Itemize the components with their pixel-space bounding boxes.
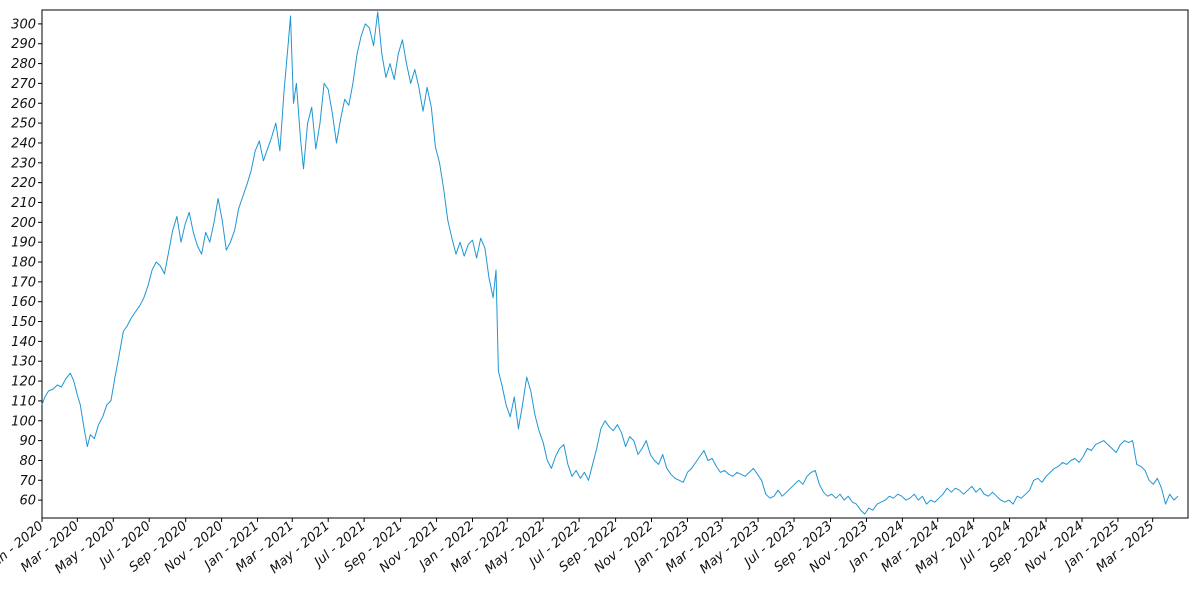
y-tick-label: 210 (11, 196, 36, 211)
y-tick-label: 220 (11, 176, 36, 191)
y-tick-label: 180 (11, 256, 36, 271)
series-line (41, 11, 1179, 515)
y-tick-label: 140 (11, 335, 36, 350)
y-tick-label: 130 (11, 355, 36, 370)
y-tick-label: 80 (19, 454, 36, 469)
y-tick-label: 150 (11, 315, 36, 330)
y-tick-label: 100 (11, 414, 36, 429)
y-axis: 60 70 80 90 100 110 120 130 140 150 160 170 180 190 20… (11, 17, 42, 509)
y-tick-label: 280 (11, 57, 36, 72)
y-tick-label: 120 (11, 375, 36, 390)
y-tick-label: 230 (11, 156, 36, 171)
y-tick-label: 250 (11, 117, 36, 132)
y-tick-label: 270 (11, 77, 36, 92)
y-tick-label: 60 (19, 494, 36, 509)
y-tick-label: 260 (11, 97, 36, 112)
y-tick-label: 290 (11, 37, 36, 52)
y-tick-label: 90 (19, 434, 36, 449)
y-tick-label: 300 (11, 17, 36, 32)
y-tick-label: 70 (19, 474, 36, 489)
y-tick-label: 160 (11, 295, 36, 310)
plot-area-border (41, 9, 1189, 519)
y-tick-label: 110 (11, 394, 36, 409)
y-tick-label: 190 (11, 236, 36, 251)
y-tick-label: 200 (11, 216, 36, 231)
y-tick-label: 240 (11, 136, 36, 151)
y-tick-label: 170 (11, 275, 36, 290)
